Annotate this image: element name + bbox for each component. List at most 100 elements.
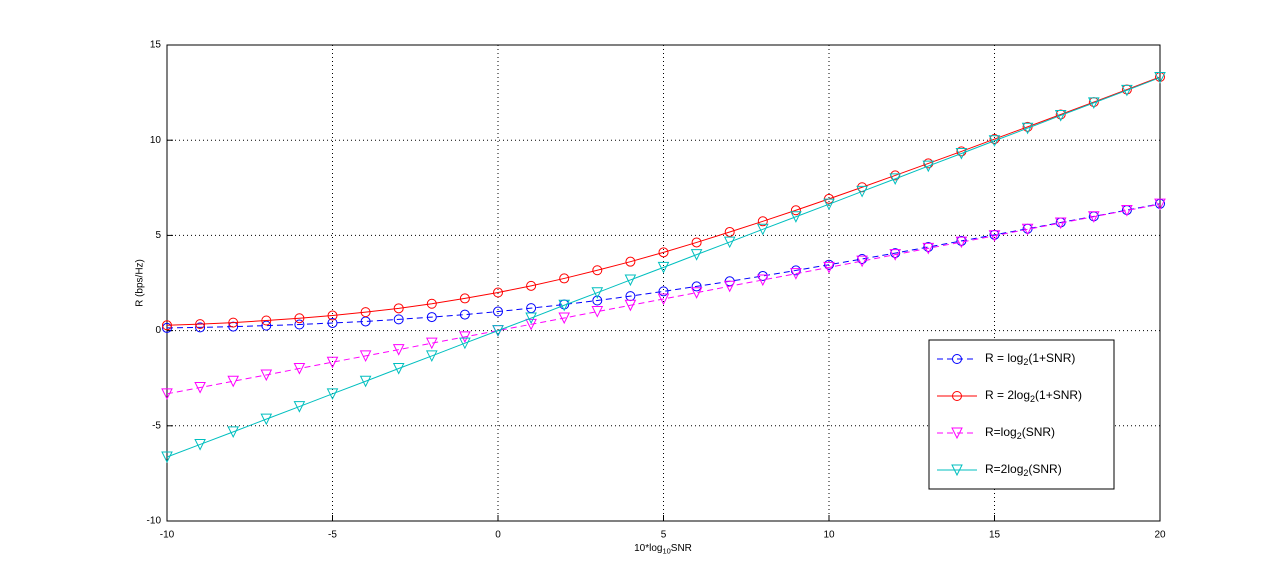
marker bbox=[393, 303, 404, 314]
marker bbox=[723, 236, 736, 249]
marker bbox=[161, 451, 173, 464]
marker bbox=[890, 248, 901, 259]
marker bbox=[326, 388, 339, 400]
marker bbox=[194, 382, 206, 394]
x-tick-label: 15 bbox=[989, 530, 1001, 541]
marker bbox=[952, 354, 962, 364]
marker bbox=[194, 438, 206, 451]
marker bbox=[1087, 97, 1100, 109]
marker bbox=[691, 237, 702, 248]
marker bbox=[195, 322, 206, 333]
marker bbox=[1087, 211, 1100, 223]
marker bbox=[459, 331, 471, 344]
marker bbox=[790, 211, 802, 223]
marker bbox=[261, 320, 272, 331]
marker bbox=[592, 265, 603, 276]
marker bbox=[951, 464, 963, 477]
marker bbox=[856, 255, 868, 268]
marker bbox=[525, 312, 537, 325]
y-tick-label: -5 bbox=[152, 420, 161, 431]
marker bbox=[559, 273, 570, 284]
marker bbox=[526, 280, 537, 291]
marker bbox=[952, 391, 962, 401]
y-tick-label: 15 bbox=[150, 40, 162, 51]
y-axis-label: R (bps/Hz) bbox=[135, 259, 146, 307]
marker bbox=[922, 242, 935, 255]
marker bbox=[625, 256, 636, 267]
marker bbox=[459, 309, 470, 320]
marker bbox=[624, 299, 637, 312]
legend: R = log2(1+SNR) R = 2log2(1+SNR) R=log2(SN… bbox=[928, 339, 1115, 490]
marker bbox=[161, 388, 173, 400]
marker bbox=[293, 401, 306, 413]
y-tick-label: -10 bbox=[147, 516, 162, 527]
marker bbox=[558, 312, 571, 325]
marker bbox=[955, 236, 968, 249]
x-tick-label: 0 bbox=[495, 530, 501, 541]
marker bbox=[823, 261, 835, 274]
marker bbox=[392, 362, 405, 375]
marker bbox=[294, 313, 305, 324]
marker bbox=[790, 268, 802, 280]
marker bbox=[260, 413, 273, 426]
marker bbox=[592, 295, 603, 306]
marker bbox=[857, 254, 868, 265]
marker bbox=[293, 362, 306, 375]
marker bbox=[658, 286, 669, 297]
marker bbox=[228, 321, 239, 332]
legend-label: R = 2log2(1+SNR) bbox=[985, 388, 1082, 404]
marker bbox=[426, 298, 437, 309]
series-line bbox=[166, 203, 1161, 329]
marker bbox=[294, 319, 305, 330]
marker bbox=[1121, 204, 1133, 217]
marker bbox=[790, 205, 801, 216]
marker bbox=[657, 261, 670, 274]
marker bbox=[326, 356, 339, 369]
marker bbox=[1021, 223, 1034, 236]
marker bbox=[393, 314, 404, 325]
y-tick-label: 5 bbox=[155, 230, 161, 241]
x-tick-label: 20 bbox=[1154, 530, 1166, 541]
legend-label: R=log2(SNR) bbox=[985, 425, 1055, 441]
marker bbox=[889, 173, 902, 185]
marker bbox=[493, 306, 503, 317]
marker bbox=[1154, 72, 1166, 84]
marker bbox=[856, 185, 868, 198]
marker bbox=[591, 306, 604, 318]
y-tick-label: 0 bbox=[155, 325, 161, 336]
marker bbox=[1121, 84, 1133, 97]
marker bbox=[459, 337, 471, 350]
marker bbox=[261, 315, 272, 326]
marker bbox=[426, 312, 437, 323]
legend-label: R=2log2(SNR) bbox=[985, 462, 1062, 478]
marker bbox=[425, 337, 438, 350]
plot-frame bbox=[166, 44, 1161, 522]
marker bbox=[988, 230, 1001, 242]
x-tick-label: -10 bbox=[160, 530, 175, 541]
marker bbox=[889, 249, 902, 261]
marker bbox=[493, 287, 503, 298]
marker bbox=[923, 242, 934, 253]
y-tick-label: 10 bbox=[150, 135, 162, 146]
marker bbox=[757, 216, 768, 227]
marker bbox=[922, 160, 935, 173]
marker bbox=[260, 369, 273, 382]
marker bbox=[327, 310, 338, 321]
x-axis-label: 10*log10SNR bbox=[634, 543, 692, 556]
marker bbox=[359, 350, 372, 363]
legend-box bbox=[928, 339, 1115, 490]
marker bbox=[227, 426, 240, 439]
marker bbox=[392, 344, 405, 356]
marker bbox=[227, 375, 240, 388]
legend-label: R = log2(1+SNR) bbox=[985, 351, 1075, 367]
x-tick-label: 10 bbox=[823, 530, 835, 541]
marker bbox=[824, 259, 834, 270]
marker bbox=[658, 247, 669, 258]
x-tick-label: -5 bbox=[328, 530, 337, 541]
marker bbox=[359, 375, 372, 388]
marker bbox=[1154, 198, 1166, 211]
marker bbox=[591, 287, 604, 299]
marker bbox=[1021, 122, 1034, 135]
marker bbox=[459, 293, 470, 304]
